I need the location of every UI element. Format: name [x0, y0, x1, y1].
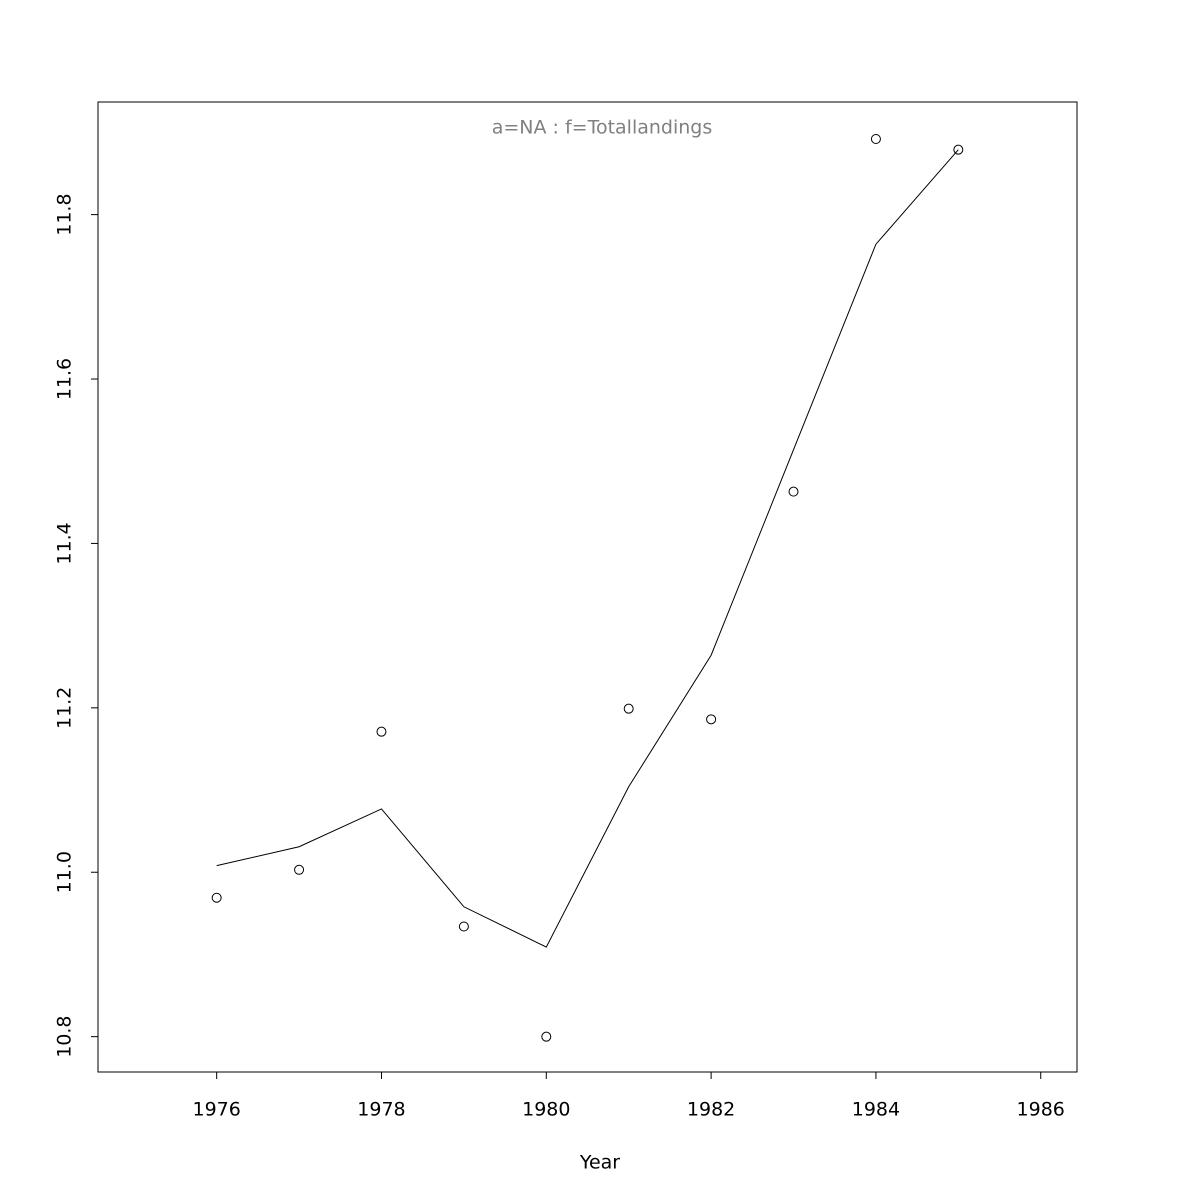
y-tick-label: 11.0: [54, 851, 76, 893]
x-tick-label: 1982: [687, 1099, 735, 1121]
point: [706, 714, 717, 725]
plot-box: [97, 101, 1078, 1073]
y-tick-label: 11.2: [54, 687, 76, 729]
x-tick-label: 1984: [852, 1099, 900, 1121]
x-tick-label: 1980: [522, 1099, 570, 1121]
point: [870, 133, 881, 144]
point: [294, 864, 305, 875]
y-tick-label: 11.6: [54, 358, 76, 400]
y-tick-label: 11.4: [54, 522, 76, 564]
y-tick-label: 11.8: [54, 193, 76, 235]
point: [211, 892, 222, 903]
x-tick-label: 1978: [357, 1099, 405, 1121]
x-tick-label: 1976: [192, 1099, 240, 1121]
point: [376, 726, 387, 737]
chart-title: a=NA : f=Totallandings: [492, 117, 713, 139]
y-tick-label: 10.8: [54, 1015, 76, 1057]
line: [216, 149, 959, 948]
point: [541, 1031, 552, 1042]
point: [623, 703, 634, 714]
x-axis-label: Year: [579, 1152, 620, 1174]
point: [953, 144, 964, 155]
point: [788, 486, 799, 497]
point: [458, 921, 469, 932]
x-tick-label: 1986: [1017, 1099, 1065, 1121]
